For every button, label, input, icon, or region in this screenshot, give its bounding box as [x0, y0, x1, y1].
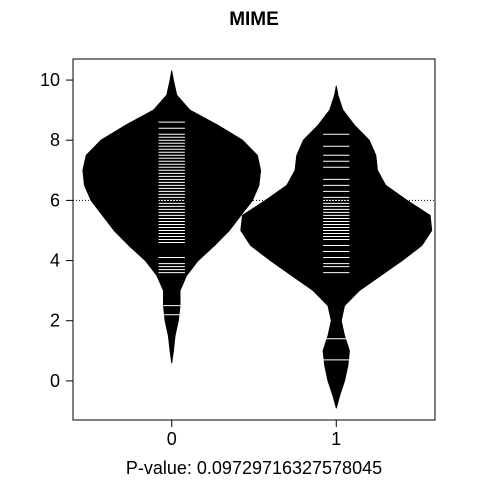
x-tick-label: 1: [331, 429, 341, 449]
x-tick-label: 0: [167, 429, 177, 449]
y-tick-label: 2: [50, 311, 60, 331]
plot-frame: [72, 58, 436, 421]
y-tick-label: 0: [50, 371, 60, 391]
y-tick-label: 4: [50, 251, 60, 271]
y-tick-label: 10: [40, 70, 60, 90]
beans-layer: [82, 70, 433, 409]
bean-0: [82, 70, 262, 364]
chart-title: MIME: [229, 9, 279, 30]
bean-shape: [82, 70, 262, 364]
y-axis: 0 2 4 6 8 10: [40, 70, 73, 391]
bean-shape: [240, 85, 433, 409]
bean-1: [240, 85, 433, 409]
x-axis-label: P-value: 0.09729716327578045: [126, 458, 382, 478]
y-tick-label: 8: [50, 130, 60, 150]
y-tick-label: 6: [50, 190, 60, 210]
